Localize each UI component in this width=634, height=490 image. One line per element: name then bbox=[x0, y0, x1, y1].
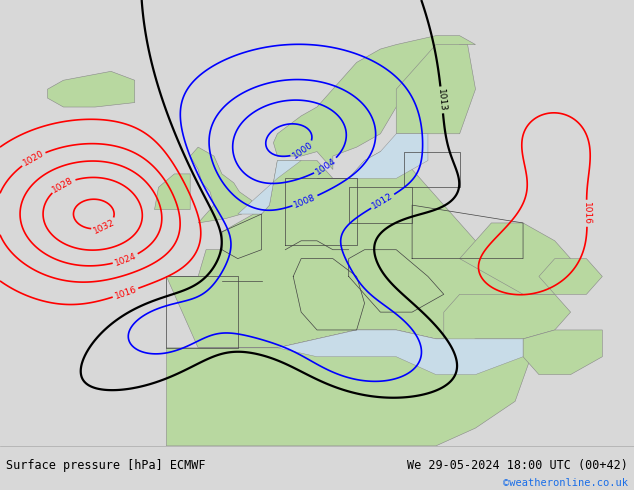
Polygon shape bbox=[523, 330, 602, 374]
Polygon shape bbox=[460, 223, 571, 294]
Text: Surface pressure [hPa] ECMWF: Surface pressure [hPa] ECMWF bbox=[6, 459, 206, 472]
Polygon shape bbox=[166, 330, 531, 446]
Polygon shape bbox=[444, 294, 571, 348]
Text: 1024: 1024 bbox=[113, 251, 138, 268]
Polygon shape bbox=[190, 147, 252, 223]
Text: We 29-05-2024 18:00 UTC (00+42): We 29-05-2024 18:00 UTC (00+42) bbox=[407, 459, 628, 472]
Text: 1028: 1028 bbox=[51, 175, 75, 195]
Polygon shape bbox=[273, 36, 476, 170]
Text: 1008: 1008 bbox=[293, 193, 318, 209]
Text: 1020: 1020 bbox=[21, 149, 46, 168]
Text: 1016: 1016 bbox=[582, 202, 592, 225]
Text: ©weatheronline.co.uk: ©weatheronline.co.uk bbox=[503, 478, 628, 488]
Text: 1000: 1000 bbox=[291, 140, 315, 161]
Polygon shape bbox=[317, 134, 428, 178]
Polygon shape bbox=[539, 259, 602, 294]
Polygon shape bbox=[155, 174, 190, 210]
Text: 1032: 1032 bbox=[92, 218, 117, 236]
Polygon shape bbox=[48, 72, 134, 107]
Polygon shape bbox=[396, 45, 476, 134]
Polygon shape bbox=[238, 161, 301, 214]
Polygon shape bbox=[301, 161, 317, 178]
Polygon shape bbox=[166, 151, 531, 348]
Text: 1004: 1004 bbox=[314, 156, 338, 176]
Text: 1012: 1012 bbox=[371, 192, 395, 211]
Polygon shape bbox=[198, 330, 523, 374]
Text: 1013: 1013 bbox=[436, 88, 448, 112]
Text: 1016: 1016 bbox=[113, 285, 138, 301]
